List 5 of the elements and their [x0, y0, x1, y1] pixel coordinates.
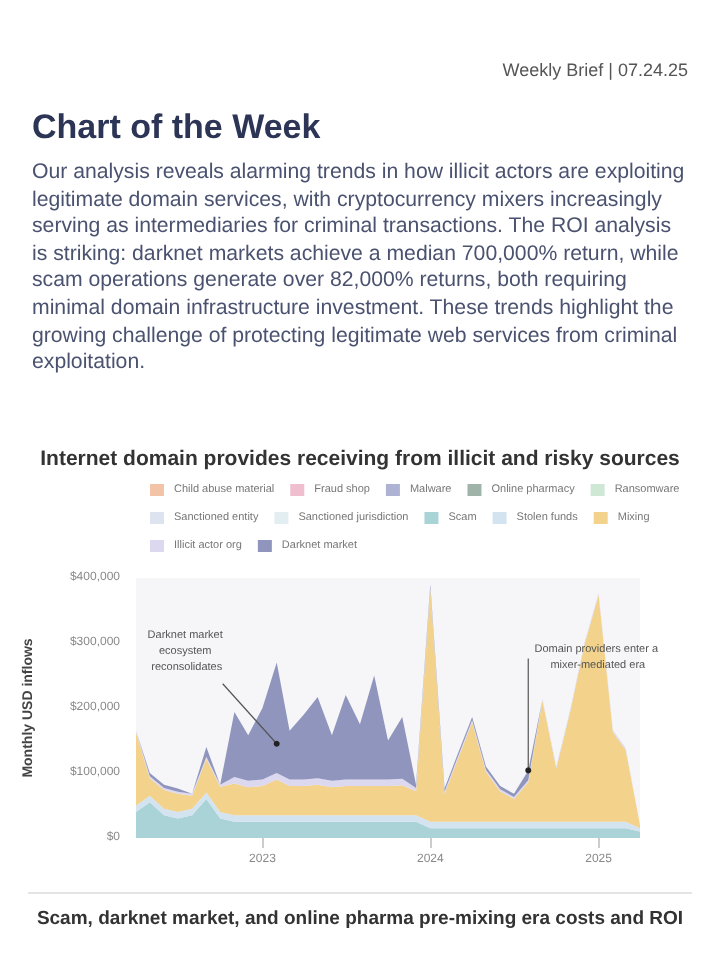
- chart-title: Internet domain provides receiving from illicit and risky sources: [40, 447, 681, 471]
- text: Chart of the Week: [32, 108, 323, 148]
- text: Our analysis reveals alarming trends in how illicit actors are exploiting legitimate domain services, with cryptocurrency mixers increasingly serving as intermediaries for criminal transactions. The ROI analysis is striking: darknet markets achieve a median 700,000% return, while scam operations generate over 82,000% returns, both requiring minimal domain infrastructure investment. These trends highlight the growing challenge of protecting legitimate web services from criminal exploitation.: [32, 160, 687, 378]
- text: Scam, darknet market, and online pharma pre-mixing era costs and ROI: [34, 908, 686, 930]
- text: Weekly Brief | 07.24.25: [500, 60, 688, 80]
